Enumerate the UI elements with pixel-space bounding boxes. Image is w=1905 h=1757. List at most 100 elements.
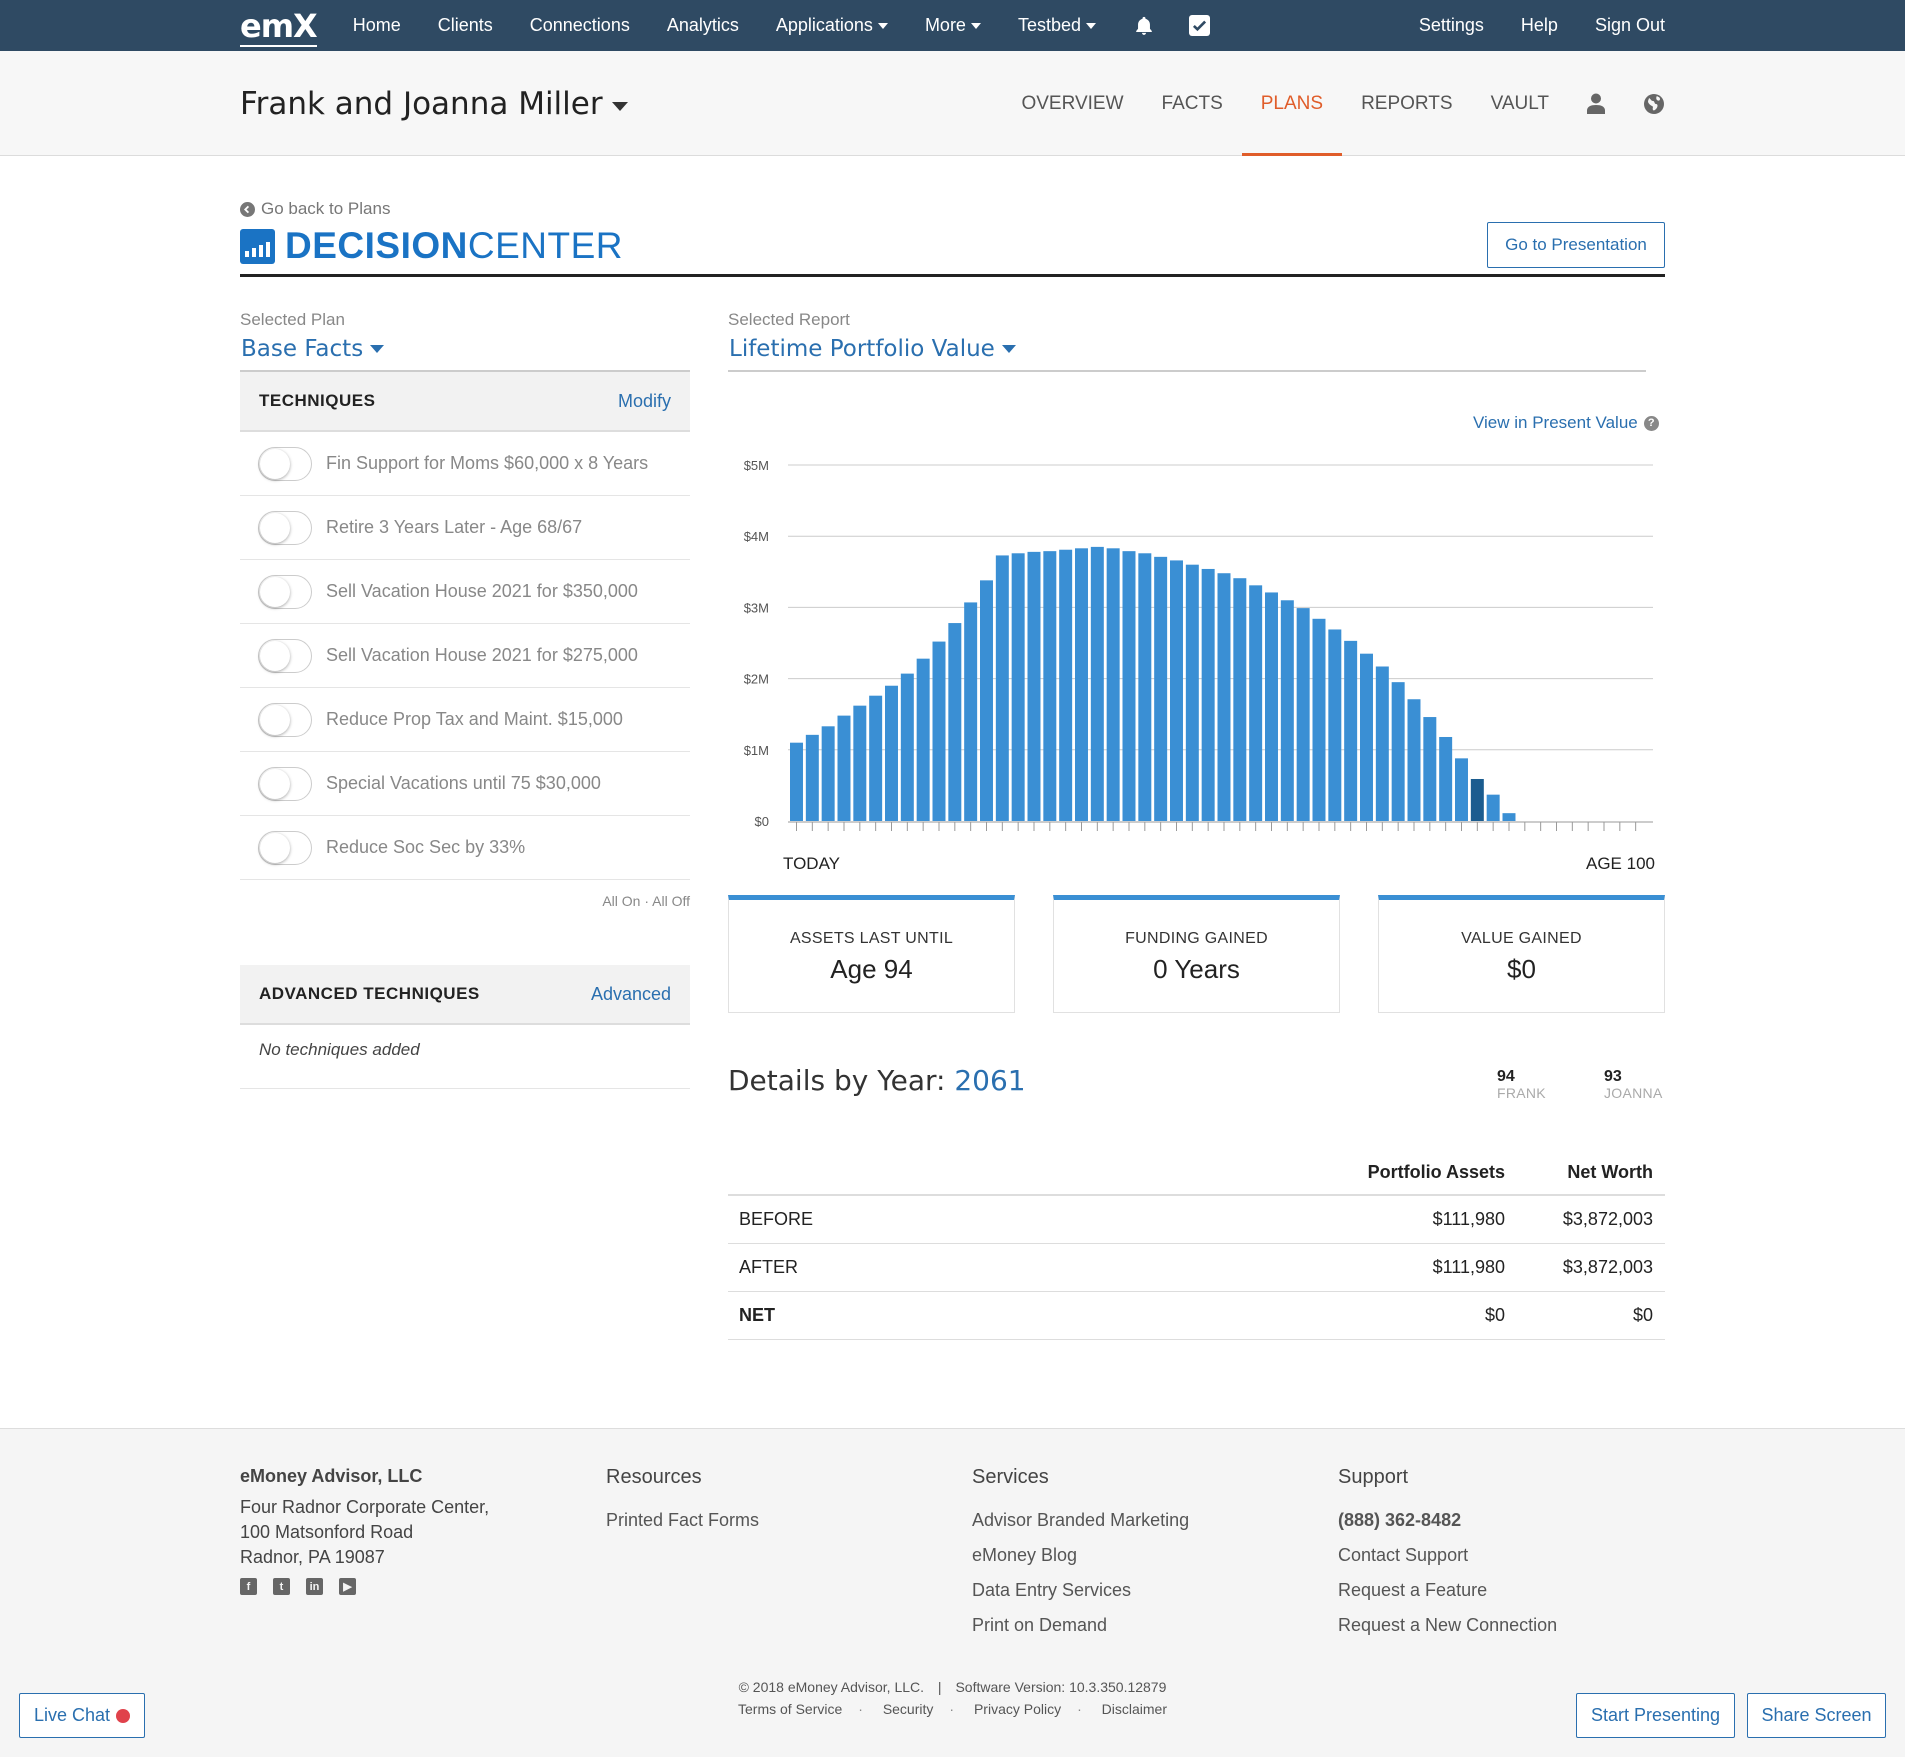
tab-reports[interactable]: REPORTS xyxy=(1361,51,1453,156)
globe-button[interactable] xyxy=(1643,51,1665,156)
nav-sign-out[interactable]: Sign Out xyxy=(1595,15,1665,36)
tab-facts[interactable]: FACTS xyxy=(1162,51,1223,156)
footer-link[interactable]: Request a Feature xyxy=(1338,1580,1488,1600)
chart-bar xyxy=(1090,546,1104,821)
caret-down-icon xyxy=(1086,22,1096,29)
all-on-link[interactable]: All On xyxy=(602,893,641,909)
technique-toggle[interactable] xyxy=(258,766,312,801)
chart-bar xyxy=(1344,640,1358,821)
tab-plans[interactable]: PLANS xyxy=(1241,51,1343,156)
help-icon[interactable]: ? xyxy=(1643,415,1659,431)
youtube-icon[interactable]: ▶ xyxy=(339,1578,356,1595)
nav-analytics[interactable]: Analytics xyxy=(667,15,739,36)
footer-resources: Resources Printed Fact Forms xyxy=(606,1466,759,1545)
caret-down-icon xyxy=(877,22,888,29)
technique-toggle[interactable] xyxy=(258,574,312,609)
technique-toggle[interactable] xyxy=(258,510,312,545)
chart-bar xyxy=(964,602,978,821)
twitter-icon[interactable]: t xyxy=(273,1578,290,1595)
facebook-icon[interactable]: f xyxy=(240,1578,257,1595)
start-presenting-button[interactable]: Start Presenting xyxy=(1576,1693,1735,1738)
nav-home-label: Home xyxy=(352,15,401,35)
footer-support: Support (888) 362-8482 Contact Support R… xyxy=(1338,1466,1557,1650)
stat-card-assets-last-until: ASSETS LAST UNTIL Age 94 xyxy=(728,895,1015,1013)
live-chat-button[interactable]: Live Chat xyxy=(19,1693,145,1738)
chart-bar xyxy=(1502,813,1516,821)
security-link[interactable]: Security xyxy=(882,1701,934,1717)
user-profile-button[interactable] xyxy=(1587,51,1605,156)
linkedin-icon[interactable]: in xyxy=(306,1578,323,1595)
joanna-age: 93 JOANNA xyxy=(1604,1068,1663,1101)
view-present-value-link[interactable]: View in Present Value? xyxy=(1473,413,1659,433)
column-header-portfolio-assets: Portfolio Assets xyxy=(1367,1161,1505,1182)
nav-home[interactable]: Home xyxy=(353,15,401,36)
footer-link[interactable]: eMoney Blog xyxy=(972,1545,1078,1565)
nav-sign-out-label: Sign Out xyxy=(1594,15,1665,35)
client-name-dropdown[interactable]: Frank and Joanna Miller xyxy=(240,86,628,122)
checkbox-icon[interactable] xyxy=(1189,15,1210,36)
client-tabs: OVERVIEW FACTS PLANS REPORTS VAULT xyxy=(983,51,1665,156)
footer-heading: Services xyxy=(972,1466,1049,1488)
modify-link[interactable]: Modify xyxy=(617,390,671,411)
start-presenting-label: Start Presenting xyxy=(1590,1705,1721,1725)
technique-toggle[interactable] xyxy=(258,638,312,673)
technique-row: Sell Vacation House 2021 for $350,000 xyxy=(240,560,690,624)
technique-row: Reduce Prop Tax and Maint. $15,000 xyxy=(240,688,690,752)
stat-value: 0 Years xyxy=(1153,954,1240,984)
nav-testbed-dropdown[interactable]: Testbed xyxy=(1018,15,1096,36)
technique-toggle[interactable] xyxy=(258,446,312,481)
nav-settings[interactable]: Settings xyxy=(1419,15,1484,36)
disclaimer-link[interactable]: Disclaimer xyxy=(1101,1701,1167,1717)
chart-bar xyxy=(1185,564,1199,821)
toggle-knob xyxy=(260,640,290,671)
footer-link[interactable]: Advisor Branded Marketing xyxy=(972,1510,1190,1530)
nav-connections[interactable]: Connections xyxy=(530,15,630,36)
footer-link[interactable]: Contact Support xyxy=(1338,1545,1469,1565)
technique-toggle[interactable] xyxy=(258,830,312,865)
title-light: CENTER xyxy=(467,225,623,266)
privacy-policy-link[interactable]: Privacy Policy xyxy=(973,1701,1062,1717)
advanced-link[interactable]: Advanced xyxy=(590,983,671,1004)
chart-bar xyxy=(1470,778,1484,821)
chart-bar xyxy=(1201,568,1215,821)
chart-bar xyxy=(805,734,819,821)
advanced-techniques-header: ADVANCED TECHNIQUES Advanced xyxy=(240,965,690,1025)
selected-plan-dropdown[interactable]: Base Facts xyxy=(241,336,385,362)
terms-of-service-link[interactable]: Terms of Service xyxy=(738,1701,843,1717)
y-tick-label: $4M xyxy=(744,529,769,544)
nav-help-label: Help xyxy=(1520,15,1558,35)
emx-logo[interactable]: emX xyxy=(240,6,318,47)
go-back-link[interactable]: Go back to Plans xyxy=(240,199,390,219)
chart-bar xyxy=(821,726,835,821)
cell-portfolio-assets: $0 xyxy=(1484,1305,1505,1325)
chart-bar xyxy=(885,685,898,821)
tab-vault[interactable]: VAULT xyxy=(1491,51,1549,156)
stat-card-value-gained: VALUE GAINED $0 xyxy=(1378,895,1665,1013)
address-line: Radnor, PA 19087 xyxy=(240,1547,385,1567)
nav-more-dropdown[interactable]: More xyxy=(925,15,981,36)
nav-clients[interactable]: Clients xyxy=(438,15,493,36)
chart-bar xyxy=(1027,551,1041,821)
footer-link[interactable]: Request a New Connection xyxy=(1338,1615,1558,1635)
details-by-year-heading: Details by Year: 2061 xyxy=(728,1064,1026,1097)
go-to-presentation-button[interactable]: Go to Presentation xyxy=(1487,222,1665,268)
bell-icon[interactable] xyxy=(1133,15,1155,37)
nav-applications-dropdown[interactable]: Applications xyxy=(776,15,888,36)
y-tick-label: $3M xyxy=(744,600,769,615)
footer-link[interactable]: Printed Fact Forms xyxy=(606,1510,760,1530)
tab-overview[interactable]: OVERVIEW xyxy=(1021,51,1123,156)
advanced-techniques-title: ADVANCED TECHNIQUES xyxy=(259,984,480,1003)
share-screen-button[interactable]: Share Screen xyxy=(1747,1693,1886,1738)
details-table: Portfolio Assets Net Worth BEFORE $111,9… xyxy=(728,1150,1665,1340)
footer-link[interactable]: Data Entry Services xyxy=(972,1580,1132,1600)
technique-toggle[interactable] xyxy=(258,702,312,737)
x-start-label: TODAY xyxy=(783,854,840,873)
footer-link[interactable]: Print on Demand xyxy=(972,1615,1108,1635)
age-name: FRANK xyxy=(1497,1085,1546,1101)
all-off-link[interactable]: All Off xyxy=(652,893,690,909)
nav-applications-label: Applications xyxy=(775,15,873,35)
nav-help[interactable]: Help xyxy=(1521,15,1558,36)
selected-report-dropdown[interactable]: Lifetime Portfolio Value xyxy=(729,336,1016,362)
toggle-knob xyxy=(260,832,290,863)
support-phone[interactable]: (888) 362-8482 xyxy=(1338,1510,1462,1530)
